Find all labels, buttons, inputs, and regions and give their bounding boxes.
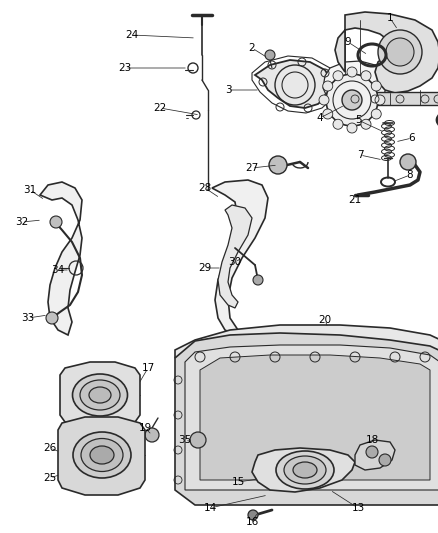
Circle shape <box>190 432 206 448</box>
Text: 5: 5 <box>355 115 361 125</box>
Text: 7: 7 <box>357 150 363 160</box>
Text: 17: 17 <box>141 363 155 373</box>
Text: 34: 34 <box>51 265 65 275</box>
Polygon shape <box>60 362 140 428</box>
Circle shape <box>361 119 371 129</box>
Circle shape <box>333 119 343 129</box>
Polygon shape <box>40 182 82 335</box>
Polygon shape <box>335 12 438 93</box>
Ellipse shape <box>89 387 111 403</box>
Text: 35: 35 <box>178 435 192 445</box>
Text: 19: 19 <box>138 423 152 433</box>
Text: 4: 4 <box>317 113 323 123</box>
Circle shape <box>375 95 385 105</box>
Text: 21: 21 <box>348 195 362 205</box>
Circle shape <box>347 123 357 133</box>
Text: 8: 8 <box>407 170 413 180</box>
Polygon shape <box>200 355 430 480</box>
Circle shape <box>400 154 416 170</box>
Polygon shape <box>185 345 438 490</box>
Circle shape <box>265 50 275 60</box>
Text: 32: 32 <box>15 217 28 227</box>
Circle shape <box>50 216 62 228</box>
Ellipse shape <box>276 451 334 489</box>
Ellipse shape <box>73 374 127 416</box>
Text: 16: 16 <box>245 517 258 527</box>
Text: 15: 15 <box>231 477 245 487</box>
Circle shape <box>379 454 391 466</box>
Text: 22: 22 <box>153 103 166 113</box>
Circle shape <box>145 428 159 442</box>
Circle shape <box>371 109 381 119</box>
Polygon shape <box>175 333 438 505</box>
Text: 31: 31 <box>23 185 37 195</box>
Text: 9: 9 <box>345 37 351 47</box>
Text: 30: 30 <box>229 257 242 267</box>
Circle shape <box>323 109 333 119</box>
Circle shape <box>366 446 378 458</box>
Text: 25: 25 <box>43 473 57 483</box>
Text: 28: 28 <box>198 183 212 193</box>
Text: 14: 14 <box>203 503 217 513</box>
Text: 2: 2 <box>249 43 255 53</box>
Text: 26: 26 <box>43 443 57 453</box>
Polygon shape <box>212 180 268 335</box>
Circle shape <box>248 510 258 520</box>
Text: 3: 3 <box>225 85 231 95</box>
Polygon shape <box>340 92 438 105</box>
Polygon shape <box>323 61 387 109</box>
Text: 1: 1 <box>387 13 393 23</box>
Circle shape <box>326 74 378 126</box>
Ellipse shape <box>73 432 131 478</box>
Text: 27: 27 <box>245 163 258 173</box>
Circle shape <box>342 90 362 110</box>
Polygon shape <box>255 60 332 108</box>
Circle shape <box>333 71 343 81</box>
Text: 18: 18 <box>365 435 378 445</box>
Ellipse shape <box>81 439 123 472</box>
Polygon shape <box>218 205 252 308</box>
Circle shape <box>347 67 357 77</box>
Text: 24: 24 <box>125 30 138 40</box>
Ellipse shape <box>284 456 326 484</box>
Circle shape <box>253 275 263 285</box>
Ellipse shape <box>90 446 114 464</box>
Polygon shape <box>252 448 355 492</box>
Circle shape <box>371 81 381 91</box>
Circle shape <box>319 95 329 105</box>
Circle shape <box>269 156 287 174</box>
Ellipse shape <box>293 462 317 478</box>
Circle shape <box>46 312 58 324</box>
Text: 6: 6 <box>409 133 415 143</box>
Text: 20: 20 <box>318 315 332 325</box>
Ellipse shape <box>80 380 120 410</box>
Circle shape <box>323 81 333 91</box>
Polygon shape <box>58 417 145 495</box>
Circle shape <box>378 30 422 74</box>
Polygon shape <box>175 325 438 360</box>
Text: 13: 13 <box>351 503 364 513</box>
Text: 23: 23 <box>118 63 132 73</box>
Polygon shape <box>355 440 395 470</box>
Text: 29: 29 <box>198 263 212 273</box>
Text: 33: 33 <box>21 313 35 323</box>
Circle shape <box>386 38 414 66</box>
Circle shape <box>361 71 371 81</box>
